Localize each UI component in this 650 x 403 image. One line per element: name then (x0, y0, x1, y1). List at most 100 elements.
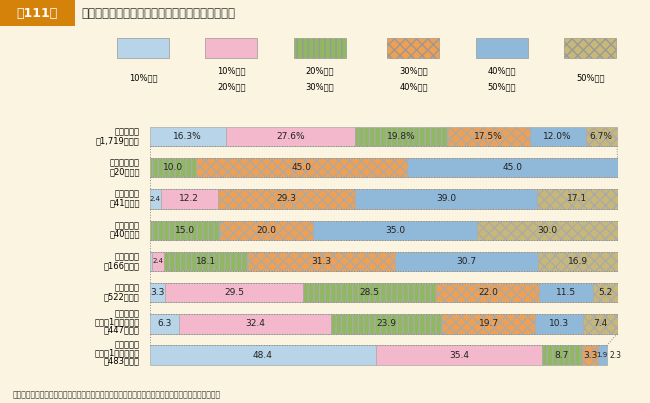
Text: 40%未満: 40%未満 (399, 82, 428, 91)
Bar (477, 220, 618, 240)
Text: 10%以上: 10%以上 (217, 66, 246, 76)
Bar (313, 220, 477, 240)
Text: 22.0: 22.0 (478, 288, 498, 297)
Text: 50%未満: 50%未満 (488, 82, 516, 91)
Text: 政令指定都市: 政令指定都市 (110, 158, 140, 167)
Text: 〔447団体〕: 〔447団体〕 (104, 326, 140, 334)
FancyBboxPatch shape (564, 38, 616, 58)
Text: 28.5: 28.5 (359, 288, 380, 297)
Bar (355, 127, 448, 146)
Text: 1.9: 1.9 (597, 352, 608, 358)
Text: 18.1: 18.1 (196, 257, 216, 266)
Bar (448, 127, 530, 146)
Bar (218, 189, 355, 209)
Text: 〔40団体〕: 〔40団体〕 (109, 230, 140, 239)
Text: 12.0%: 12.0% (543, 132, 572, 141)
Text: 30%未満: 30%未満 (306, 82, 334, 91)
Bar (395, 252, 538, 271)
Bar (331, 314, 443, 334)
FancyBboxPatch shape (117, 38, 169, 58)
Text: 15.0: 15.0 (175, 226, 194, 235)
Text: 40%以上: 40%以上 (488, 66, 516, 76)
Text: 第111図: 第111図 (16, 6, 58, 20)
FancyBboxPatch shape (476, 38, 528, 58)
Text: 2.4: 2.4 (150, 196, 161, 202)
Text: 29.3: 29.3 (276, 195, 296, 204)
Bar (150, 158, 196, 177)
Text: 8.7: 8.7 (555, 351, 569, 359)
Text: 45.0: 45.0 (502, 163, 522, 172)
Text: 19.7: 19.7 (478, 320, 499, 328)
Text: 特　例　市: 特 例 市 (115, 221, 140, 230)
Bar (582, 345, 598, 365)
Text: 7.4: 7.4 (593, 320, 607, 328)
Text: 2.4: 2.4 (152, 258, 163, 264)
Text: 20.0: 20.0 (257, 226, 276, 235)
Text: 39.0: 39.0 (436, 195, 456, 204)
Text: 45.0: 45.0 (292, 163, 311, 172)
Bar (540, 283, 593, 302)
Bar (407, 158, 618, 177)
Text: 29.5: 29.5 (224, 288, 244, 297)
Text: 町　　　村: 町 村 (115, 341, 140, 349)
Text: 〔483団体〕: 〔483団体〕 (104, 357, 140, 366)
Bar (150, 220, 220, 240)
Text: 中　核　市: 中 核 市 (115, 190, 140, 199)
Text: 50%以上: 50%以上 (576, 73, 604, 82)
Bar (583, 314, 618, 334)
Text: 〔41団体〕: 〔41団体〕 (109, 199, 140, 208)
Text: 23.9: 23.9 (376, 320, 396, 328)
Text: 16.3%: 16.3% (174, 132, 202, 141)
Bar (303, 283, 436, 302)
Text: 17.1: 17.1 (567, 195, 588, 204)
FancyBboxPatch shape (205, 38, 257, 58)
Text: 16.9: 16.9 (568, 257, 588, 266)
Text: 〔人口1万人以上〕: 〔人口1万人以上〕 (94, 318, 140, 326)
Text: 〔人口1万人未満〕: 〔人口1万人未満〕 (94, 349, 140, 357)
Bar (541, 345, 582, 365)
Bar (598, 345, 606, 365)
Text: 〔166団体〕: 〔166団体〕 (104, 261, 140, 270)
Bar (436, 283, 540, 302)
Text: 20%以上: 20%以上 (306, 66, 334, 76)
Bar (150, 345, 376, 365)
Bar (443, 314, 535, 334)
Text: （注）「市町村合計」は、政令指定都市、中核市、特例市、中都市、小都市及び町村の合計である。: （注）「市町村合計」は、政令指定都市、中核市、特例市、中都市、小都市及び町村の合… (13, 390, 221, 399)
Bar (164, 252, 248, 271)
Text: 3.3: 3.3 (150, 288, 164, 297)
Bar (530, 127, 586, 146)
Bar (179, 314, 331, 334)
Text: 35.0: 35.0 (385, 226, 405, 235)
Text: 11.5: 11.5 (556, 288, 577, 297)
Text: 〔1,719団体〕: 〔1,719団体〕 (96, 136, 140, 145)
Bar (248, 252, 395, 271)
Bar (150, 127, 226, 146)
Text: 2.3: 2.3 (609, 351, 621, 359)
Bar (355, 189, 538, 209)
Text: 35.4: 35.4 (449, 351, 469, 359)
Bar (150, 252, 152, 271)
Text: 30.0: 30.0 (538, 226, 557, 235)
Text: 32.4: 32.4 (245, 320, 265, 328)
Bar (150, 314, 179, 334)
Text: 30.7: 30.7 (456, 257, 476, 266)
Bar (376, 345, 541, 365)
FancyBboxPatch shape (294, 38, 346, 58)
Text: 市町村合計: 市町村合計 (115, 127, 140, 136)
Bar (226, 127, 355, 146)
Bar (150, 283, 165, 302)
Text: 10.3: 10.3 (549, 320, 569, 328)
Bar (586, 127, 617, 146)
Text: 10.0: 10.0 (163, 163, 183, 172)
Bar (220, 220, 313, 240)
Text: 19.8%: 19.8% (387, 132, 415, 141)
Text: 20%未満: 20%未満 (217, 82, 246, 91)
Text: 〔20団体〕: 〔20団体〕 (109, 167, 140, 176)
Text: 48.4: 48.4 (253, 351, 273, 359)
Text: 30%以上: 30%以上 (399, 66, 428, 76)
Text: 27.6%: 27.6% (276, 132, 305, 141)
Bar (152, 252, 164, 271)
Bar (535, 314, 583, 334)
Text: 12.2: 12.2 (179, 195, 199, 204)
Bar (150, 189, 161, 209)
